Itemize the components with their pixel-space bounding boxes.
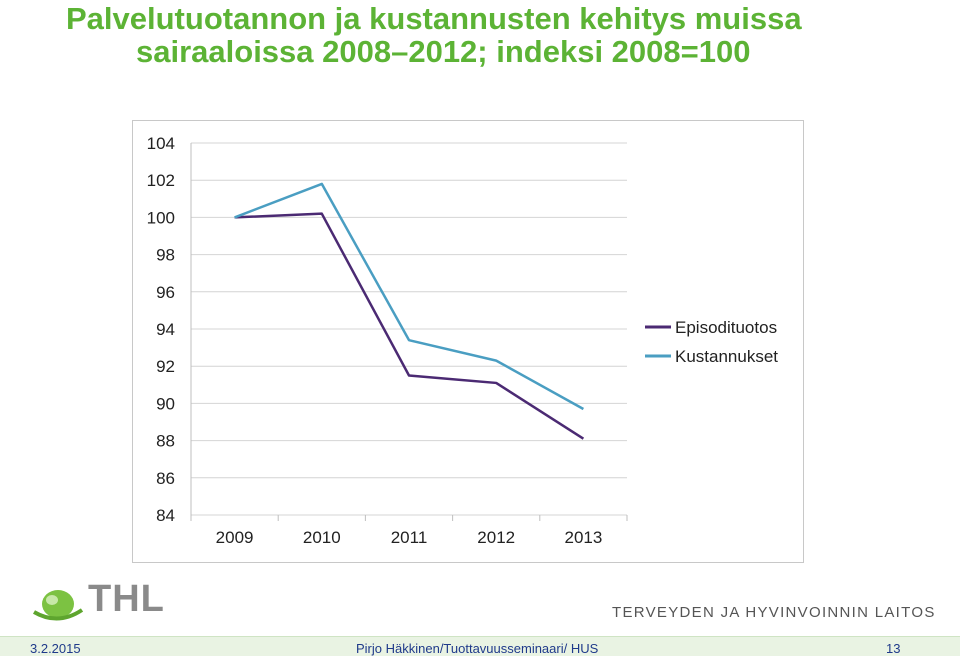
chart-svg: 84 86 88 90 92 94 96 98 100 102 104 2009 2010 2011 201… bbox=[147, 134, 779, 547]
y-tick-label: 92 bbox=[156, 357, 175, 376]
footer-bar bbox=[0, 636, 960, 656]
x-tick-label: 2013 bbox=[564, 528, 602, 547]
legend-label: Kustannukset bbox=[675, 347, 778, 366]
legend-label: Episodituotos bbox=[675, 318, 777, 337]
y-tick-label: 88 bbox=[156, 432, 175, 451]
y-tick-label: 100 bbox=[147, 208, 175, 227]
logo-text: THL bbox=[88, 578, 165, 620]
y-tick-label: 94 bbox=[156, 320, 175, 339]
footer-divider bbox=[0, 636, 960, 637]
footer-date: 3.2.2015 bbox=[30, 641, 81, 656]
y-tick-label: 86 bbox=[156, 469, 175, 488]
series-line-episodituotos bbox=[234, 212, 585, 440]
x-tick-label: 2009 bbox=[216, 528, 254, 547]
x-tick-label: 2011 bbox=[391, 528, 428, 547]
thl-leaf-logo-icon bbox=[32, 590, 84, 621]
organization-name: TERVEYDEN JA HYVINVOINNIN LAITOS bbox=[612, 604, 936, 621]
y-tick-label: 102 bbox=[147, 171, 175, 190]
line-chart: 84 86 88 90 92 94 96 98 100 102 104 2009 2010 2011 201… bbox=[132, 120, 804, 563]
slide-title: Palvelutuotannon ja kustannusten kehitys… bbox=[66, 2, 946, 68]
x-tick-label: 2012 bbox=[477, 528, 515, 547]
y-tick-label: 90 bbox=[156, 394, 175, 413]
footer-author: Pirjo Häkkinen/Tuottavuusseminaari/ HUS bbox=[356, 641, 599, 656]
y-tick-label: 104 bbox=[147, 134, 175, 153]
y-tick-label: 98 bbox=[156, 246, 175, 265]
slide-title-line1: Palvelutuotannon ja kustannusten kehitys… bbox=[66, 1, 802, 36]
y-tick-label: 84 bbox=[156, 506, 175, 525]
slide-title-line2: sairaaloissa 2008–2012; indeksi 2008=100 bbox=[136, 34, 751, 69]
y-tick-label: 96 bbox=[156, 283, 175, 302]
footer-page-number: 13 bbox=[886, 641, 901, 656]
x-tick-label: 2010 bbox=[303, 528, 341, 547]
